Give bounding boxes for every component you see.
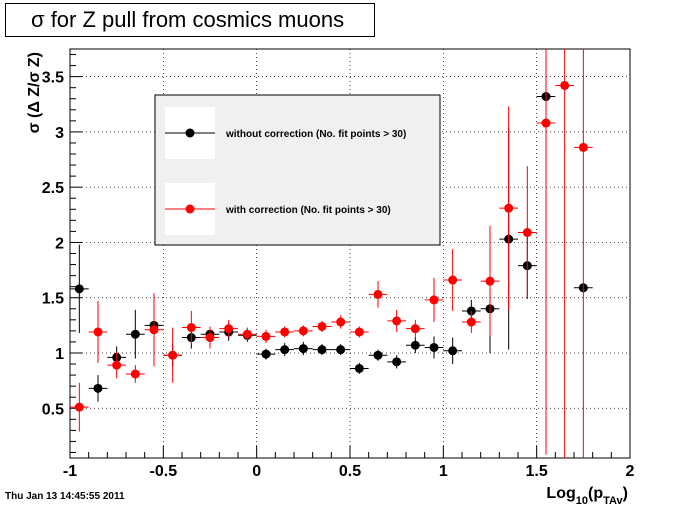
data-point: [392, 316, 402, 326]
legend-marker-dot: [185, 128, 195, 138]
y-tick-label: 3: [55, 125, 64, 142]
data-point: [373, 350, 383, 360]
data-point: [74, 402, 84, 412]
data-point: [392, 357, 402, 367]
data-point: [130, 329, 140, 339]
data-point: [448, 275, 458, 285]
data-point: [186, 323, 196, 333]
chart-title: σ for Z pull from cosmics muons: [5, 3, 375, 37]
y-axis-label: σ (Δ Z/σ Z): [26, 52, 43, 133]
data-point: [224, 324, 234, 334]
data-point: [93, 383, 103, 393]
data-point: [149, 325, 159, 335]
data-point: [168, 350, 178, 360]
data-point: [578, 142, 588, 152]
data-point: [429, 342, 439, 352]
data-point: [317, 345, 327, 355]
y-tick-label: 0.5: [42, 401, 64, 418]
data-point: [504, 203, 514, 213]
x-tick-label: 1.5: [526, 463, 548, 480]
data-point: [410, 324, 420, 334]
data-point: [410, 340, 420, 350]
data-point: [205, 333, 215, 343]
data-point: [485, 276, 495, 286]
data-point: [354, 363, 364, 373]
y-tick-label: 3.5: [42, 70, 64, 87]
data-point: [130, 369, 140, 379]
data-point: [261, 331, 271, 341]
x-tick-label: 0.5: [339, 463, 361, 480]
x-axis-label: Log10(pTAv): [546, 485, 628, 507]
data-point: [541, 118, 551, 128]
data-point: [429, 295, 439, 305]
data-point: [298, 326, 308, 336]
data-point: [560, 80, 570, 90]
data-point: [74, 284, 84, 294]
y-tick-label: 2.5: [42, 180, 64, 197]
data-point: [112, 360, 122, 370]
x-tick-label: -0.5: [150, 463, 178, 480]
legend-marker-dot: [185, 204, 195, 214]
data-point: [93, 327, 103, 337]
x-tick-label: -1: [63, 463, 77, 480]
data-point: [354, 327, 364, 337]
x-tick-label: 2: [626, 463, 635, 480]
data-point: [280, 345, 290, 355]
data-point: [298, 344, 308, 354]
data-point: [280, 327, 290, 337]
data-point: [336, 345, 346, 355]
data-point: [336, 317, 346, 327]
data-point: [466, 317, 476, 327]
data-point: [522, 227, 532, 237]
x-tick-label: 0: [252, 463, 261, 480]
data-point: [242, 329, 252, 339]
timestamp: Thu Jan 13 14:45:55 2011: [5, 491, 125, 502]
data-point: [448, 346, 458, 356]
series-with-correction: [70, 49, 593, 458]
x-tick-label: 1: [439, 463, 448, 480]
legend-entry-without: without correction (No. fit points > 30): [225, 129, 406, 140]
y-tick-label: 1.5: [42, 291, 64, 308]
data-point: [373, 289, 383, 299]
data-point: [317, 321, 327, 331]
data-point: [261, 349, 271, 359]
y-tick-label: 2: [55, 235, 64, 252]
y-tick-label: 1: [55, 346, 64, 363]
legend-entry-with: with correction (No. fit points > 30): [225, 205, 391, 216]
